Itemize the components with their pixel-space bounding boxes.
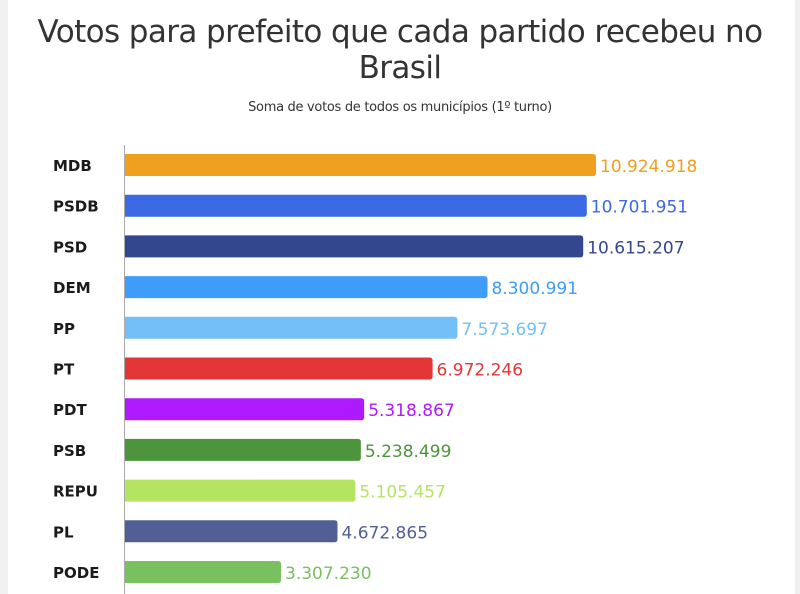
bar-row-psdb: PSDB 10.701.951 [53, 194, 688, 218]
category-label: MDB [53, 157, 92, 175]
bar [125, 438, 361, 461]
category-label: PSDB [53, 198, 99, 216]
value-label: 3.307.230 [285, 564, 372, 584]
category-label: DEM [53, 279, 91, 297]
bar-row-repu: REPU 5.105.457 [53, 479, 446, 503]
value-label: 5.318.867 [368, 401, 455, 421]
bar [125, 398, 365, 421]
bar-row-psd: PSD 10.615.207 [53, 235, 685, 258]
value-label: 10.924.918 [600, 157, 697, 177]
bar [125, 194, 587, 217]
bar [125, 235, 584, 258]
bar [125, 520, 338, 543]
value-label: 5.238.499 [365, 442, 452, 462]
category-label: PODE [53, 564, 99, 582]
bar-row-psb: PSB 5.238.499 [53, 438, 452, 462]
category-label: PT [53, 361, 75, 379]
category-label: PSB [53, 442, 86, 460]
bar [125, 357, 433, 380]
bar [125, 154, 596, 176]
value-label: 6.972.246 [437, 361, 524, 381]
bar-row-pode: PODE 3.307.230 [53, 561, 372, 584]
bar [125, 479, 356, 502]
bar [125, 276, 488, 299]
category-label: PSD [53, 238, 87, 256]
value-label: 10.701.951 [591, 198, 688, 218]
category-label: PP [53, 320, 75, 338]
bars-layer: MDB 10.924.918 PSDB 10.701.951 PSD 10.615.207… [53, 154, 697, 584]
category-label: PL [53, 523, 74, 541]
value-label: 10.615.207 [587, 238, 684, 258]
bar-row-pdt: PDT 5.318.867 [53, 398, 455, 421]
value-label: 8.300.991 [492, 279, 579, 299]
bar-row-dem: DEM 8.300.991 [53, 276, 578, 299]
value-label: 5.105.457 [359, 483, 446, 503]
bar [125, 561, 282, 583]
bar-row-pt: PT 6.972.246 [53, 357, 524, 381]
category-label: PDT [53, 401, 87, 419]
value-label: 7.573.697 [461, 320, 548, 340]
chart-subtitle: Soma de votos de todos os municípios (1º… [248, 100, 552, 115]
bar-row-pl: PL 4.672.865 [53, 520, 428, 543]
bar [125, 316, 458, 339]
category-label: REPU [53, 483, 98, 501]
bar-row-mdb: MDB 10.924.918 [53, 154, 697, 177]
chart-title: Votos para prefeito que cada partido rec… [37, 14, 764, 86]
value-label: 4.672.865 [341, 523, 428, 543]
bar-row-pp: PP 7.573.697 [53, 316, 548, 340]
